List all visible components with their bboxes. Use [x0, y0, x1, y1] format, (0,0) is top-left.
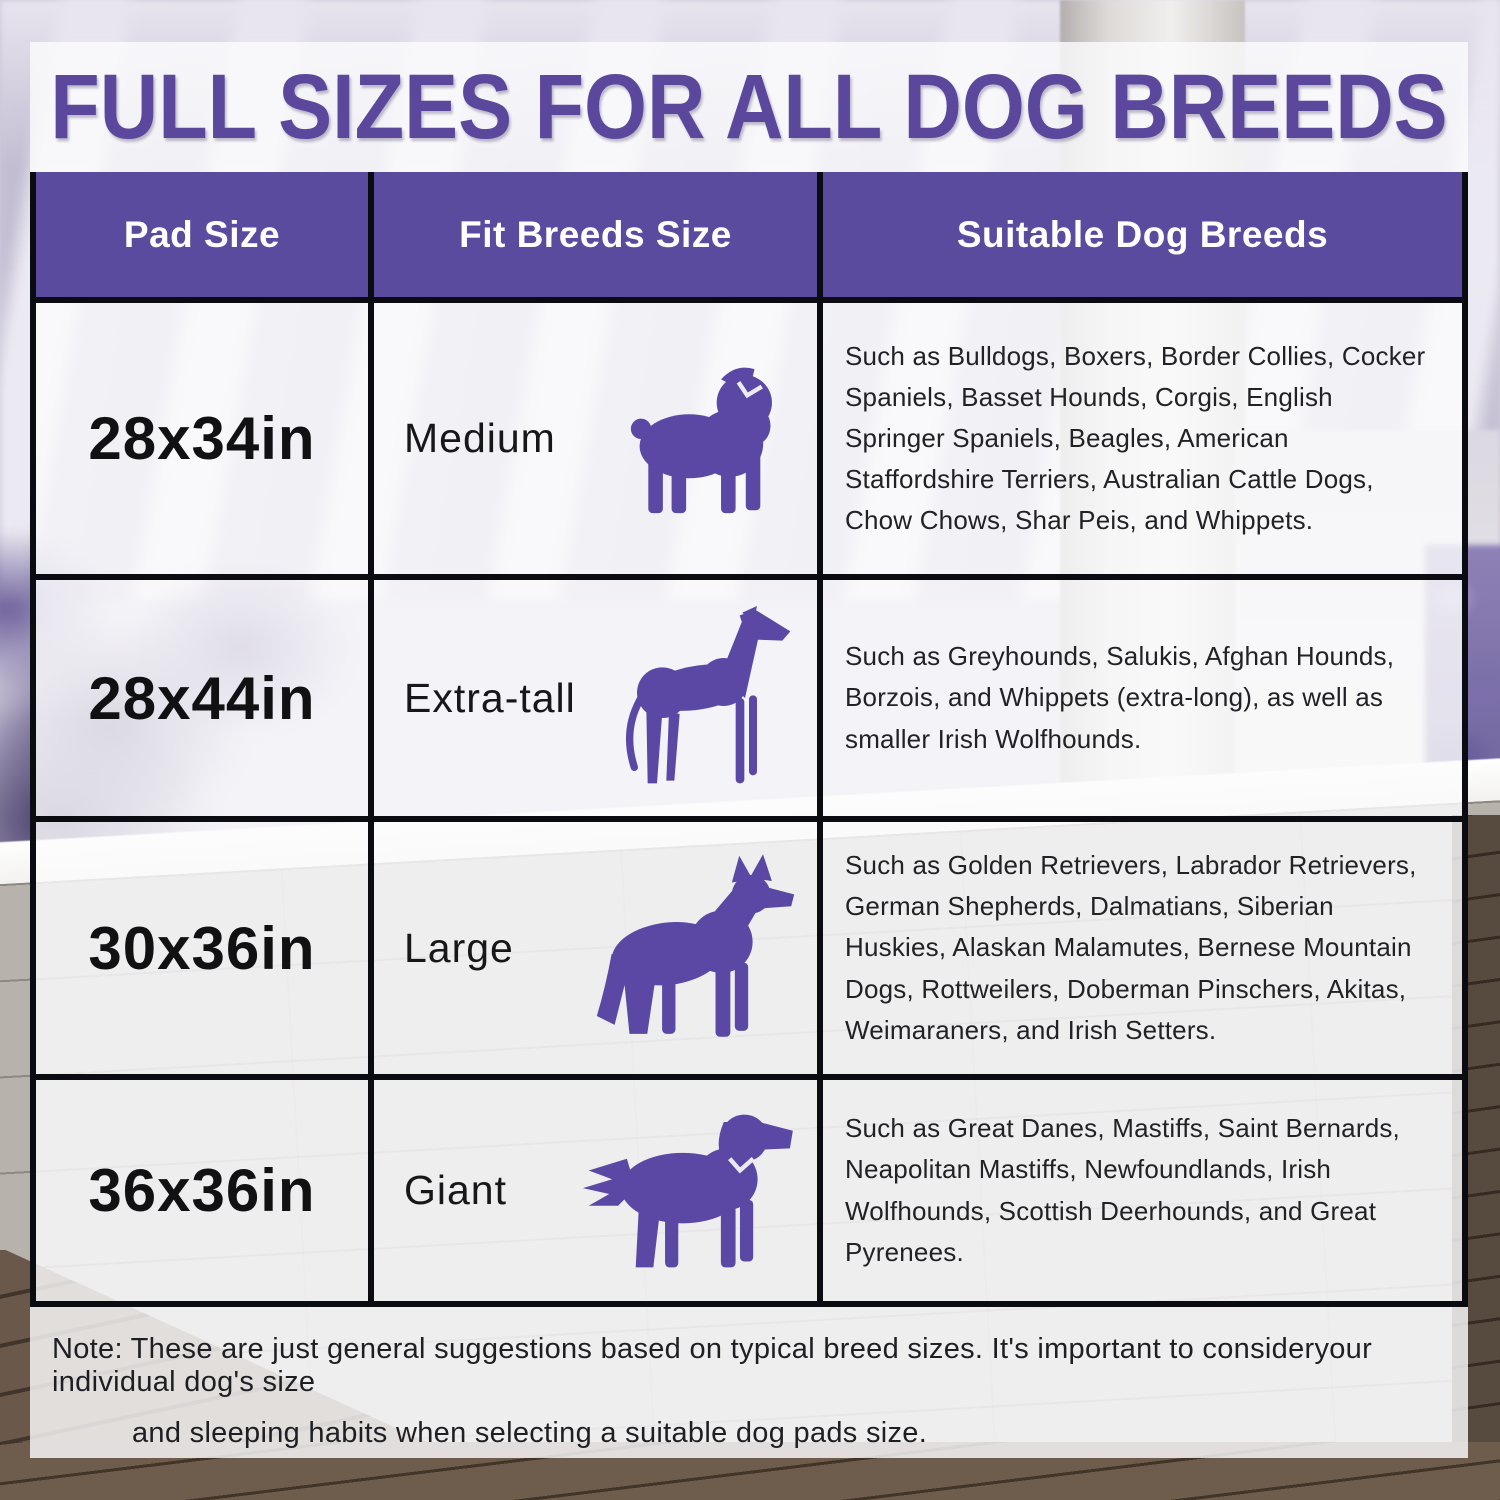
column-header-suitable-dog-breeds: Suitable Dog Breeds — [823, 172, 1462, 303]
suitable-breeds-text: Such as Great Danes, Mastiffs, Saint Ber… — [845, 1113, 1400, 1267]
fit-size-cell: Giant — [374, 1080, 823, 1301]
pad-size-cell: 28x44in — [36, 580, 374, 822]
note-panel: Note: These are just general suggestions… — [30, 1307, 1468, 1458]
suitable-breeds-cell: Such as Great Danes, Mastiffs, Saint Ber… — [823, 1080, 1462, 1301]
fit-size-label: Large — [404, 924, 514, 971]
german-shepherd-icon — [596, 853, 795, 1037]
golden-retriever-icon — [582, 1114, 793, 1267]
column-header-pad-size: Pad Size — [36, 172, 374, 303]
suitable-breeds-text: Such as Golden Retrievers, Labrador Retr… — [845, 850, 1417, 1045]
note-line-2: and sleeping habits when selecting a sui… — [132, 1417, 928, 1449]
fit-size-label: Extra-tall — [404, 674, 576, 721]
column-header-fit-breeds-size: Fit Breeds Size — [374, 172, 823, 303]
pad-size-cell: 30x36in — [36, 822, 374, 1080]
suitable-breeds-cell: Such as Bulldogs, Boxers, Border Collies… — [823, 303, 1462, 580]
fit-size-cell: Medium — [374, 303, 823, 580]
fit-size-label: Medium — [404, 415, 556, 461]
page-title: FULL SIZES FOR ALL DOG BREEDS — [50, 55, 1448, 158]
fit-size-cell: Large — [374, 822, 823, 1080]
suitable-breeds-text: Such as Greyhounds, Salukis, Afghan Houn… — [845, 641, 1395, 754]
size-table: Pad Size Fit Breeds Size Suitable Dog Br… — [30, 172, 1468, 1307]
suitable-breeds-text: Such as Bulldogs, Boxers, Border Collies… — [845, 340, 1426, 536]
fit-size-cell: Extra-tall — [374, 580, 823, 822]
note-line-1: Note: These are just general suggestions… — [52, 1333, 1373, 1398]
pad-size-cell: 36x36in — [36, 1080, 374, 1301]
title-band: FULL SIZES FOR ALL DOG BREEDS — [30, 42, 1468, 172]
fit-size-label: Giant — [404, 1167, 507, 1213]
bulldog-icon — [630, 367, 772, 513]
suitable-breeds-cell: Such as Greyhounds, Salukis, Afghan Houn… — [823, 580, 1462, 822]
greyhound-icon — [626, 606, 791, 784]
suitable-breeds-cell: Such as Golden Retrievers, Labrador Retr… — [823, 822, 1462, 1080]
pad-size-cell: 28x34in — [36, 303, 374, 580]
